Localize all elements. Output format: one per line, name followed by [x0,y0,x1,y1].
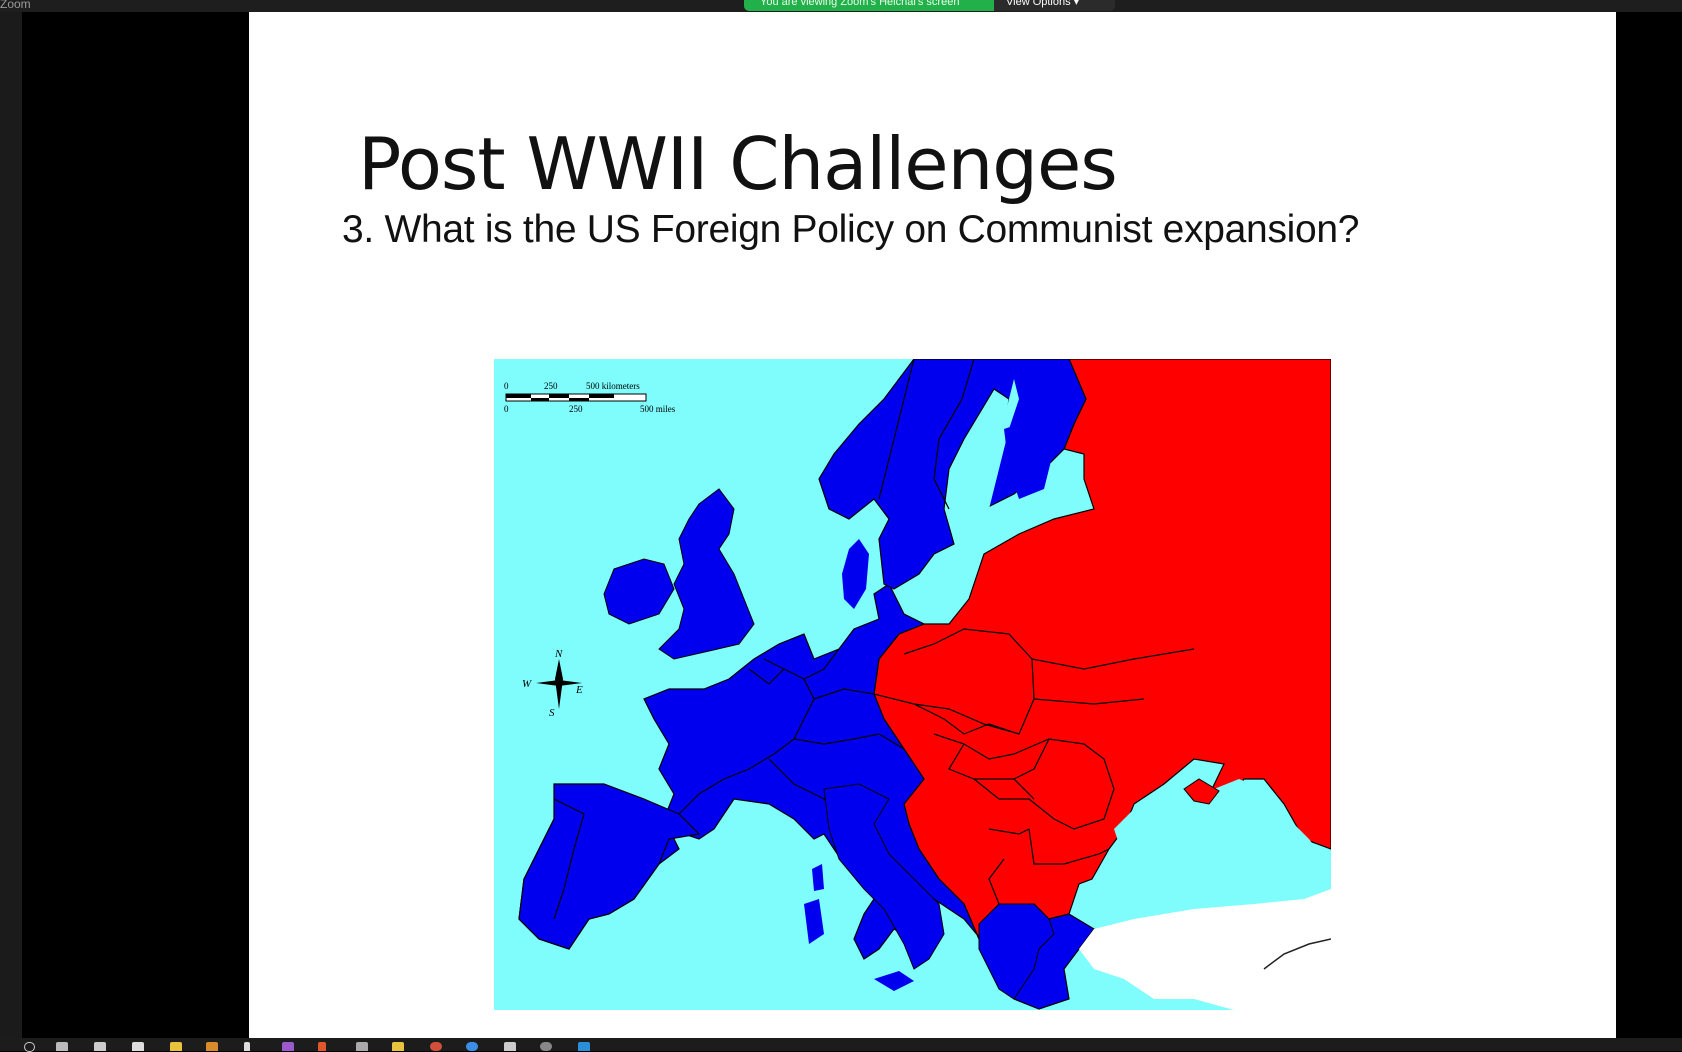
compass-n: N [554,648,563,660]
shared-slide: Post WWII Challenges 3. What is the US F… [249,12,1616,1038]
app-icon[interactable] [578,1042,590,1051]
scale-km-0: 0 [504,381,509,391]
scale-mi-500: 500 miles [640,404,676,414]
scale-km-250: 250 [544,381,558,391]
left-panel-edge [0,12,22,1038]
app-icon[interactable] [206,1042,218,1051]
app-icon[interactable] [430,1042,442,1051]
screen-share-banner: You are viewing Zoom's Heichal's screen … [744,0,1115,11]
slide-question: 3. What is the US Foreign Policy on Comm… [342,208,1360,251]
app-icon[interactable] [282,1042,294,1051]
compass-w: W [522,678,532,690]
greece [978,903,1055,1000]
view-options-button[interactable]: View Options ▾ [994,0,1115,11]
task-view-icon[interactable] [56,1042,68,1051]
compass-s: S [549,707,555,719]
turkey-region [1079,889,1331,1010]
black-sea [1114,779,1324,889]
app-icon[interactable] [540,1042,552,1051]
slide-title: Post WWII Challenges [358,122,1118,206]
map-scale-bar: 0 250 500 kilometers 0 250 500 miles [504,381,676,414]
share-status-text: You are viewing Zoom's Heichal's screen [744,0,994,11]
file-explorer-icon[interactable] [170,1042,182,1051]
app-icon[interactable] [244,1042,250,1051]
great-britain [658,488,755,660]
ireland [603,558,675,625]
app-title: Zoom [0,0,31,11]
scale-mi-250: 250 [569,404,583,414]
denmark [842,539,869,609]
app-icon[interactable] [466,1042,478,1051]
app-icon[interactable] [504,1042,516,1051]
scale-km-500: 500 kilometers [586,381,640,391]
italy [823,783,945,970]
app-icon[interactable] [318,1042,326,1051]
taskbar [0,1038,1682,1052]
europe-map: 0 250 500 kilometers 0 250 500 miles N S… [494,359,1331,1010]
chrome-icon[interactable] [94,1042,106,1051]
app-icon[interactable] [356,1042,368,1051]
folder-icon[interactable] [392,1042,404,1051]
compass-rose-icon: N S E W [522,648,583,719]
scale-mi-0: 0 [504,404,509,414]
zoom-icon[interactable] [132,1042,144,1051]
compass-e: E [575,684,583,696]
iberia [518,783,701,950]
